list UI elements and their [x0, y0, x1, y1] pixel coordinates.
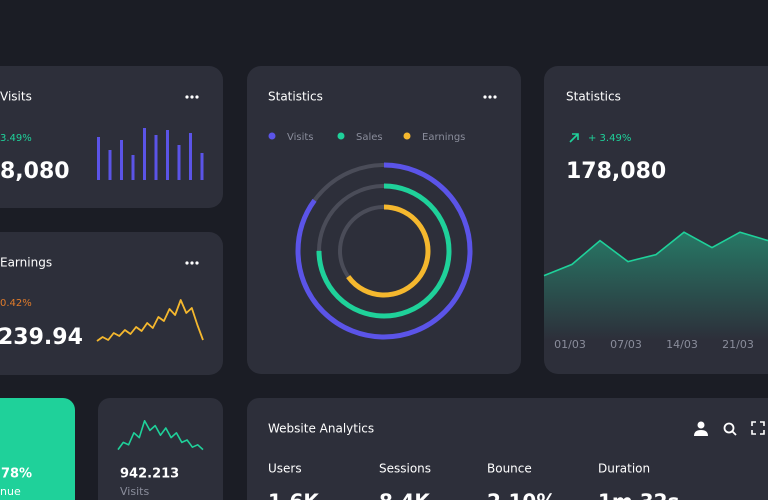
revenue-change: .78%: [0, 467, 32, 482]
change: 0.42%: [0, 298, 32, 309]
user-icon[interactable]: [694, 421, 708, 437]
x-tick-label: 14/03: [666, 338, 698, 351]
ring: [316, 183, 452, 319]
column-label: Users: [268, 462, 302, 476]
area-line: [543, 231, 768, 277]
more-menu[interactable]: [185, 95, 199, 99]
analytics-card: [247, 398, 768, 500]
bar: [120, 140, 123, 180]
column-value: 1.6K: [268, 490, 320, 500]
legend-label: Earnings: [422, 132, 465, 143]
column-value: 8.4K: [379, 490, 431, 500]
bar: [108, 150, 112, 180]
card-title: Statistics: [566, 90, 621, 104]
bar: [189, 133, 192, 180]
legend-dot: [337, 132, 345, 140]
change: + 3.49%: [588, 133, 631, 144]
revenue-label: nue: [0, 485, 21, 498]
card-title: Visits: [0, 90, 32, 104]
legend-label: Sales: [356, 132, 383, 143]
bar: [143, 128, 146, 180]
sparkline: [117, 420, 204, 451]
change: 3.49%: [0, 133, 32, 144]
earnings-card: [0, 232, 223, 375]
bar: [154, 135, 158, 180]
bar: [97, 137, 100, 180]
column-label: Duration: [598, 462, 650, 476]
ring: [295, 162, 473, 340]
legend-dot: [268, 132, 276, 140]
card-title: Website Analytics: [268, 422, 374, 436]
search-icon[interactable]: [723, 422, 737, 436]
x-tick-label: 01/03: [554, 338, 586, 351]
card-value: 178,080: [566, 159, 666, 184]
sparkline: [96, 299, 204, 342]
more-menu[interactable]: [483, 95, 497, 99]
x-tick-label: 07/03: [610, 338, 642, 351]
card-value: 942.213: [120, 467, 179, 482]
card-value: 8,080: [0, 159, 70, 184]
bar: [177, 145, 181, 180]
column-label: Bounce: [487, 462, 532, 476]
card-title: Statistics: [268, 90, 323, 104]
bar: [200, 153, 204, 180]
statistics-card: [247, 66, 521, 374]
bar: [131, 155, 135, 180]
legend-dot: [403, 132, 411, 140]
column-label: Sessions: [379, 462, 431, 476]
x-tick-label: 21/03: [722, 338, 754, 351]
bar: [166, 130, 169, 180]
revenue-card: [0, 398, 75, 500]
trend-arrow: [569, 133, 579, 143]
ring: [337, 204, 431, 298]
column-value: 1m 32s: [598, 490, 679, 500]
expand-icon[interactable]: [751, 421, 765, 435]
visits-mini-card: [98, 398, 223, 500]
card-value: 239.94: [0, 325, 83, 350]
card-label: Visits: [120, 485, 149, 498]
card-title: Earnings: [0, 256, 52, 270]
column-value: 2.10%: [487, 490, 556, 500]
legend-label: Visits: [287, 132, 314, 143]
area: [544, 232, 768, 340]
more-menu[interactable]: [185, 261, 199, 265]
